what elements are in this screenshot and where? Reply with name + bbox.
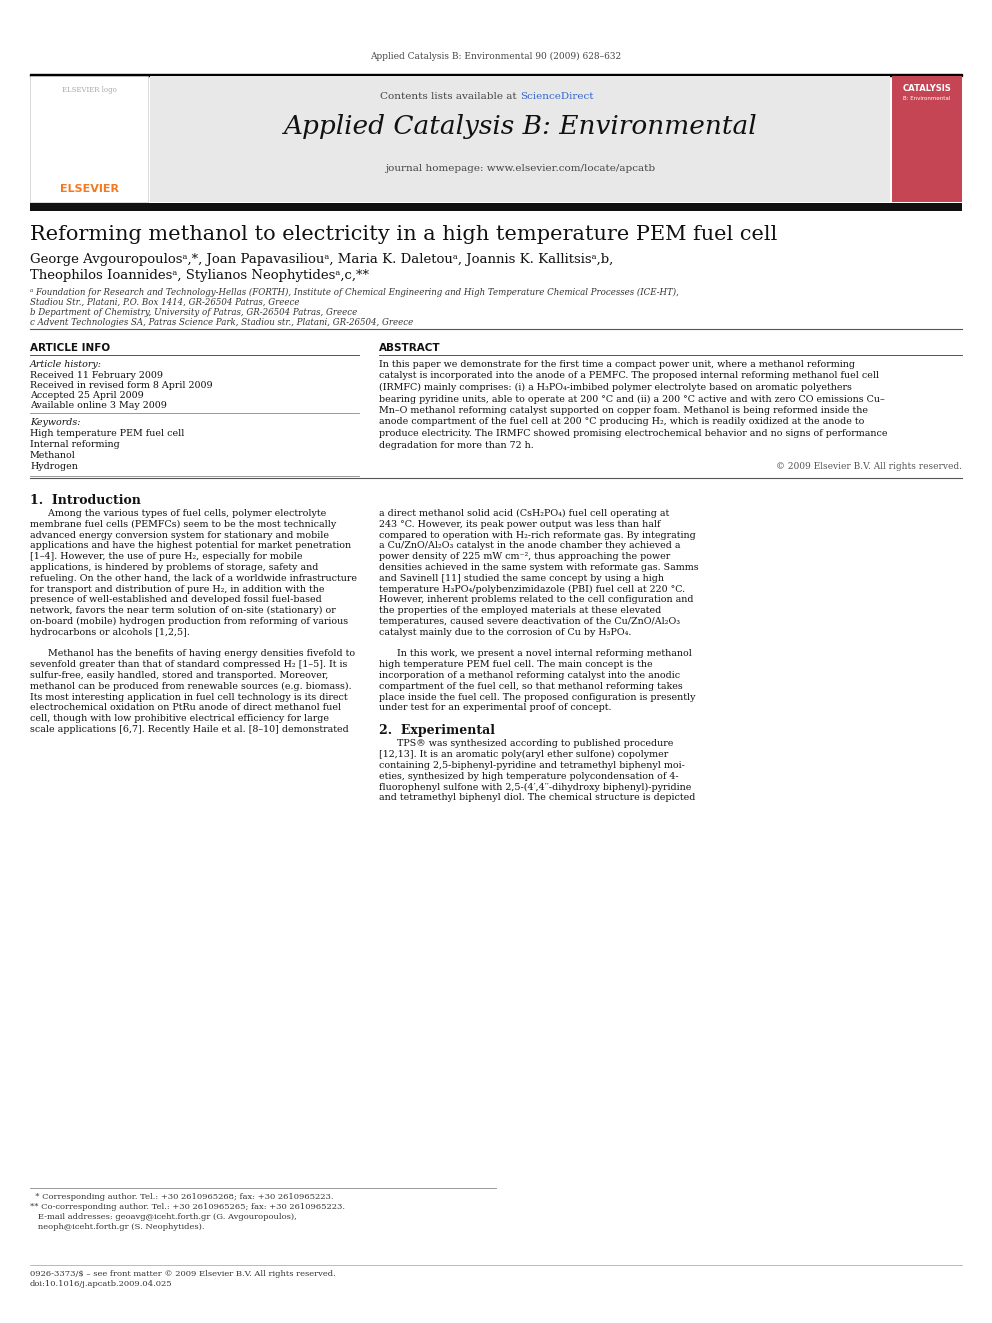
Text: In this work, we present a novel internal reforming methanol: In this work, we present a novel interna… <box>379 650 691 659</box>
Text: Theophilos Ioannidesᵃ, Stylianos Neophytidesᵃ,c,**: Theophilos Ioannidesᵃ, Stylianos Neophyt… <box>30 269 369 282</box>
Text: incorporation of a methanol reforming catalyst into the anodic: incorporation of a methanol reforming ca… <box>379 671 681 680</box>
Text: Applied Catalysis B: Environmental: Applied Catalysis B: Environmental <box>283 114 757 139</box>
Text: Applied Catalysis B: Environmental 90 (2009) 628–632: Applied Catalysis B: Environmental 90 (2… <box>370 52 622 61</box>
Text: for transport and distribution of pure H₂, in addition with the: for transport and distribution of pure H… <box>30 585 324 594</box>
Text: 0926-3373/$ – see front matter © 2009 Elsevier B.V. All rights reserved.: 0926-3373/$ – see front matter © 2009 El… <box>30 1270 335 1278</box>
Bar <box>30 74 962 75</box>
Text: High temperature PEM fuel cell: High temperature PEM fuel cell <box>30 429 185 438</box>
Text: TPS® was synthesized according to published procedure: TPS® was synthesized according to publis… <box>379 740 674 749</box>
Text: Available online 3 May 2009: Available online 3 May 2009 <box>30 401 167 410</box>
Text: ELSEVIER: ELSEVIER <box>60 184 118 194</box>
Text: doi:10.1016/j.apcatb.2009.04.025: doi:10.1016/j.apcatb.2009.04.025 <box>30 1279 173 1289</box>
Text: advanced energy conversion system for stationary and mobile: advanced energy conversion system for st… <box>30 531 329 540</box>
Text: a direct methanol solid acid (CsH₂PO₄) fuel cell operating at: a direct methanol solid acid (CsH₂PO₄) f… <box>379 509 670 519</box>
Text: Received 11 February 2009: Received 11 February 2009 <box>30 370 163 380</box>
Text: the properties of the employed materials at these elevated: the properties of the employed materials… <box>379 606 662 615</box>
Text: sevenfold greater than that of standard compressed H₂ [1–5]. It is: sevenfold greater than that of standard … <box>30 660 347 669</box>
Text: b Department of Chemistry, University of Patras, GR-26504 Patras, Greece: b Department of Chemistry, University of… <box>30 308 357 318</box>
Text: Among the various types of fuel cells, polymer electrolyte: Among the various types of fuel cells, p… <box>30 509 326 519</box>
Text: (IRMFC) mainly comprises: (i) a H₃PO₄-imbibed polymer electrolyte based on aroma: (IRMFC) mainly comprises: (i) a H₃PO₄-im… <box>379 382 852 392</box>
Text: Methanol: Methanol <box>30 451 75 460</box>
Text: eties, synthesized by high temperature polycondensation of 4-: eties, synthesized by high temperature p… <box>379 771 679 781</box>
Text: membrane fuel cells (PEMFCs) seem to be the most technically: membrane fuel cells (PEMFCs) seem to be … <box>30 520 336 529</box>
Text: neoph@iceht.forth.gr (S. Neophytides).: neoph@iceht.forth.gr (S. Neophytides). <box>30 1222 204 1230</box>
Text: temperatures, caused severe deactivation of the Cu/ZnO/Al₂O₃: temperatures, caused severe deactivation… <box>379 617 681 626</box>
Text: ABSTRACT: ABSTRACT <box>379 343 440 353</box>
Text: E-mail addresses: geoavg@iceht.forth.gr (G. Avgouropoulos),: E-mail addresses: geoavg@iceht.forth.gr … <box>30 1213 297 1221</box>
Text: B: Environmental: B: Environmental <box>904 97 950 101</box>
Text: compartment of the fuel cell, so that methanol reforming takes: compartment of the fuel cell, so that me… <box>379 681 682 691</box>
Text: produce electricity. The IRMFC showed promising electrochemical behavior and no : produce electricity. The IRMFC showed pr… <box>379 429 888 438</box>
Text: applications and have the highest potential for market penetration: applications and have the highest potent… <box>30 541 351 550</box>
Text: and Savinell [11] studied the same concept by using a high: and Savinell [11] studied the same conce… <box>379 574 664 583</box>
Text: However, inherent problems related to the cell configuration and: However, inherent problems related to th… <box>379 595 693 605</box>
Text: ELSEVIER logo: ELSEVIER logo <box>62 86 116 94</box>
Text: bearing pyridine units, able to operate at 200 °C and (ii) a 200 °C active and w: bearing pyridine units, able to operate … <box>379 394 885 404</box>
Text: In this paper we demonstrate for the first time a compact power unit, where a me: In this paper we demonstrate for the fir… <box>379 360 855 369</box>
Text: [12,13]. It is an aromatic poly(aryl ether sulfone) copolymer: [12,13]. It is an aromatic poly(aryl eth… <box>379 750 669 759</box>
Text: 2.  Experimental: 2. Experimental <box>379 724 495 737</box>
Bar <box>30 202 962 210</box>
Text: 243 °C. However, its peak power output was less than half: 243 °C. However, its peak power output w… <box>379 520 661 529</box>
Text: Contents lists available at: Contents lists available at <box>380 93 520 101</box>
Text: densities achieved in the same system with reformate gas. Samms: densities achieved in the same system wi… <box>379 564 698 572</box>
Text: Article history:: Article history: <box>30 360 102 369</box>
Bar <box>150 75 890 202</box>
Text: Keywords:: Keywords: <box>30 418 80 427</box>
Text: CATALYSIS: CATALYSIS <box>903 83 951 93</box>
Text: place inside the fuel cell. The proposed configuration is presently: place inside the fuel cell. The proposed… <box>379 693 695 701</box>
Text: Hydrogen: Hydrogen <box>30 462 78 471</box>
Text: sulfur-free, easily handled, stored and transported. Moreover,: sulfur-free, easily handled, stored and … <box>30 671 328 680</box>
Text: under test for an experimental proof of concept.: under test for an experimental proof of … <box>379 704 611 712</box>
Text: temperature H₃PO₄/polybenzimidazole (PBI) fuel cell at 220 °C.: temperature H₃PO₄/polybenzimidazole (PBI… <box>379 585 685 594</box>
Text: Stadiou Str., Platani, P.O. Box 1414, GR-26504 Patras, Greece: Stadiou Str., Platani, P.O. Box 1414, GR… <box>30 298 300 307</box>
Text: a Cu/ZnO/Al₂O₃ catalyst in the anode chamber they achieved a: a Cu/ZnO/Al₂O₃ catalyst in the anode cha… <box>379 541 681 550</box>
Text: electrochemical oxidation on PtRu anode of direct methanol fuel: electrochemical oxidation on PtRu anode … <box>30 704 341 712</box>
Text: power density of 225 mW cm⁻², thus approaching the power: power density of 225 mW cm⁻², thus appro… <box>379 552 671 561</box>
Text: ARTICLE INFO: ARTICLE INFO <box>30 343 110 353</box>
Bar <box>892 75 962 202</box>
Text: compared to operation with H₂-rich reformate gas. By integrating: compared to operation with H₂-rich refor… <box>379 531 695 540</box>
Text: degradation for more than 72 h.: degradation for more than 72 h. <box>379 441 534 450</box>
Text: ScienceDirect: ScienceDirect <box>520 93 593 101</box>
Text: ᵃ Foundation for Research and Technology-Hellas (FORTH), Institute of Chemical E: ᵃ Foundation for Research and Technology… <box>30 288 679 298</box>
Text: Received in revised form 8 April 2009: Received in revised form 8 April 2009 <box>30 381 212 390</box>
Text: network, favors the near term solution of on-site (stationary) or: network, favors the near term solution o… <box>30 606 335 615</box>
Text: journal homepage: www.elsevier.com/locate/apcatb: journal homepage: www.elsevier.com/locat… <box>385 164 655 173</box>
Text: Methanol has the benefits of having energy densities fivefold to: Methanol has the benefits of having ener… <box>30 650 355 659</box>
Text: and tetramethyl biphenyl diol. The chemical structure is depicted: and tetramethyl biphenyl diol. The chemi… <box>379 794 695 802</box>
Text: containing 2,5-biphenyl-pyridine and tetramethyl biphenyl moi-: containing 2,5-biphenyl-pyridine and tet… <box>379 761 684 770</box>
Text: hydrocarbons or alcohols [1,2,5].: hydrocarbons or alcohols [1,2,5]. <box>30 628 189 636</box>
Text: applications, is hindered by problems of storage, safety and: applications, is hindered by problems of… <box>30 564 318 572</box>
Text: ** Co-corresponding author. Tel.: +30 2610965265; fax: +30 2610965223.: ** Co-corresponding author. Tel.: +30 26… <box>30 1203 345 1211</box>
Text: * Corresponding author. Tel.: +30 2610965268; fax: +30 2610965223.: * Corresponding author. Tel.: +30 261096… <box>30 1193 333 1201</box>
Text: Mn–O methanol reforming catalyst supported on copper foam. Methanol is being ref: Mn–O methanol reforming catalyst support… <box>379 406 868 415</box>
Text: catalyst is incorporated into the anode of a PEMFC. The proposed internal reform: catalyst is incorporated into the anode … <box>379 372 879 381</box>
Text: scale applications [6,7]. Recently Haile et al. [8–10] demonstrated: scale applications [6,7]. Recently Haile… <box>30 725 349 734</box>
Text: high temperature PEM fuel cell. The main concept is the: high temperature PEM fuel cell. The main… <box>379 660 653 669</box>
Text: methanol can be produced from renewable sources (e.g. biomass).: methanol can be produced from renewable … <box>30 681 351 691</box>
Text: Internal reforming: Internal reforming <box>30 441 120 448</box>
Text: Reforming methanol to electricity in a high temperature PEM fuel cell: Reforming methanol to electricity in a h… <box>30 225 778 243</box>
Text: George Avgouropoulosᵃ,*, Joan Papavasiliouᵃ, Maria K. Daletouᵃ, Joannis K. Kalli: George Avgouropoulosᵃ,*, Joan Papavasili… <box>30 253 613 266</box>
Text: © 2009 Elsevier B.V. All rights reserved.: © 2009 Elsevier B.V. All rights reserved… <box>776 462 962 471</box>
Text: Accepted 25 April 2009: Accepted 25 April 2009 <box>30 392 144 400</box>
Text: 1.  Introduction: 1. Introduction <box>30 493 141 507</box>
Bar <box>30 75 148 202</box>
Text: presence of well-established and developed fossil fuel-based: presence of well-established and develop… <box>30 595 321 605</box>
Text: c Advent Technologies SA, Patras Science Park, Stadiou str., Platani, GR-26504, : c Advent Technologies SA, Patras Science… <box>30 318 414 327</box>
Text: anode compartment of the fuel cell at 200 °C producing H₂, which is readily oxid: anode compartment of the fuel cell at 20… <box>379 418 864 426</box>
Text: fluorophenyl sulfone with 2,5-(4′,4′′-dihydroxy biphenyl)-pyridine: fluorophenyl sulfone with 2,5-(4′,4′′-di… <box>379 782 691 791</box>
Text: cell, though with low prohibitive electrical efficiency for large: cell, though with low prohibitive electr… <box>30 714 329 724</box>
Text: Its most interesting application in fuel cell technology is its direct: Its most interesting application in fuel… <box>30 693 347 701</box>
Text: [1–4]. However, the use of pure H₂, especially for mobile: [1–4]. However, the use of pure H₂, espe… <box>30 552 303 561</box>
Text: catalyst mainly due to the corrosion of Cu by H₃PO₄.: catalyst mainly due to the corrosion of … <box>379 628 631 636</box>
Text: refueling. On the other hand, the lack of a worldwide infrastructure: refueling. On the other hand, the lack o… <box>30 574 357 583</box>
Text: on-board (mobile) hydrogen production from reforming of various: on-board (mobile) hydrogen production fr… <box>30 617 348 626</box>
